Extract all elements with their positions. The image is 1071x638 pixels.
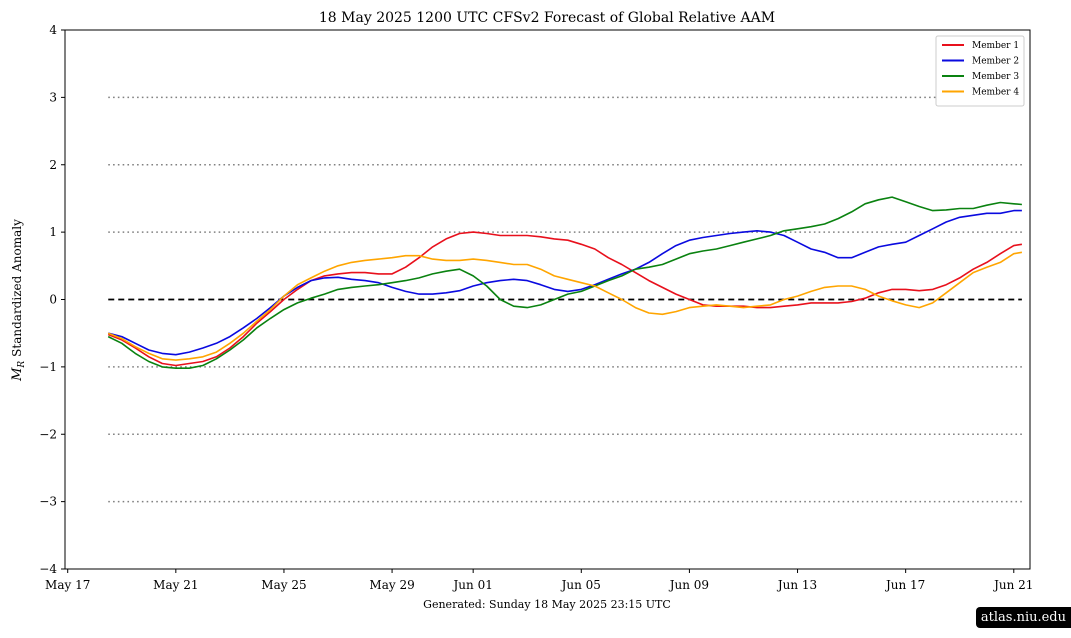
legend-entry: Member 1 — [972, 41, 1019, 51]
legend-entry: Member 3 — [972, 72, 1019, 82]
series-line-member-2 — [108, 209, 1022, 356]
y-axis: −4 −3 −2 −1 0 1 2 3 4 — [39, 23, 65, 576]
y-tick-label: 3 — [49, 90, 57, 104]
watermark-badge: atlas.niu.edu — [975, 607, 1071, 628]
x-tick-label: Jun 05 — [560, 578, 601, 592]
y-axis-label: MR Standardized Anomaly — [10, 219, 27, 382]
legend-entry: Member 4 — [972, 88, 1019, 98]
y-tick-label: 2 — [49, 158, 57, 172]
x-tick-label: Jun 13 — [776, 578, 817, 592]
y-tick-label: 1 — [49, 225, 57, 239]
x-tick-label: May 21 — [153, 578, 198, 592]
y-tick-label: −3 — [39, 495, 57, 509]
x-tick-label: Jun 21 — [992, 578, 1033, 592]
y-tick-label: 0 — [49, 293, 57, 307]
x-tick-label: Jun 09 — [668, 578, 709, 592]
y-tick-label: −1 — [39, 360, 57, 374]
y-axis-label-symbol: M — [10, 367, 25, 382]
y-tick-label: 4 — [49, 23, 57, 37]
x-tick-label: May 25 — [261, 578, 306, 592]
series-line-member-3 — [107, 196, 1022, 369]
y-axis-label-subscript: R — [17, 361, 27, 369]
y-tick-label: −4 — [39, 562, 57, 576]
series-lines — [107, 196, 1023, 369]
series-line-member-4 — [107, 251, 1023, 361]
legend-entry: Member 2 — [972, 57, 1019, 67]
reference-lines — [108, 96, 1022, 503]
x-tick-label: Jun 01 — [451, 578, 492, 592]
chart-title: 18 May 2025 1200 UTC CFSv2 Forecast of G… — [319, 10, 775, 26]
x-tick-label: Jun 17 — [884, 578, 925, 592]
x-tick-label: May 29 — [369, 578, 414, 592]
legend: Member 1 Member 2 Member 3 Member 4 — [935, 35, 1025, 107]
generated-footer: Generated: Sunday 18 May 2025 23:15 UTC — [423, 598, 671, 611]
legend-box — [935, 35, 1025, 107]
x-tick-label: May 17 — [45, 578, 90, 592]
y-axis-label-text: Standardized Anomaly — [10, 219, 24, 357]
y-tick-label: −2 — [39, 427, 57, 441]
x-axis: May 17 May 21 May 25 May 29 Jun 01 Jun 05 Jun … — [45, 569, 1033, 592]
